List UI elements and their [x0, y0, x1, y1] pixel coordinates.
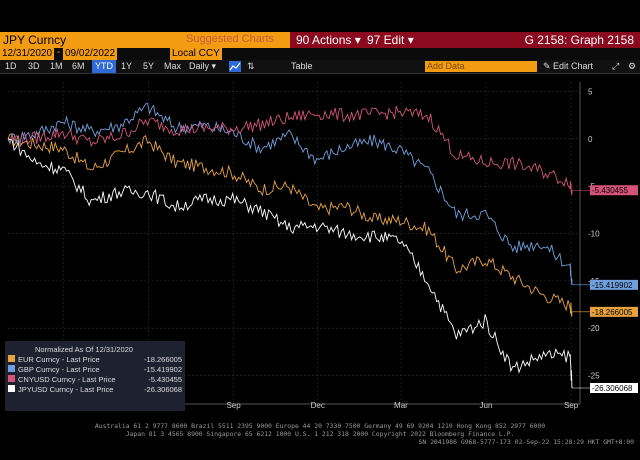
currency-select[interactable]: Local CCY — [170, 48, 222, 60]
y-tick-label: -25 — [588, 372, 600, 381]
y-axis: 50-5-10-15-20-25 — [579, 82, 600, 404]
graph-title: G 2158: Graph 2158 — [524, 33, 634, 47]
last-value-tag — [590, 185, 638, 196]
range-1y-button[interactable]: 1Y — [121, 61, 133, 71]
legend-list: EUR Curncy - Last Price -18.266005 GBP C… — [8, 355, 182, 395]
legend-value: -26.306068 — [144, 385, 182, 394]
legend-title: Normalized As Of 12/31/2020 — [35, 345, 133, 354]
last-value-tags: -18.266005 -15.419902 -5.430455 -26.306068 — [572, 185, 638, 393]
ticker-label: JPY Curncy — [3, 33, 67, 47]
legend-swatch — [8, 355, 15, 362]
legend-value: -15.419902 — [144, 365, 182, 374]
range-ytd-button[interactable]: YTD — [92, 60, 116, 73]
x-tick-label: Dec — [311, 401, 325, 410]
x-tick-label: Sep — [564, 401, 579, 410]
range-3d-button[interactable]: 3D — [28, 61, 40, 71]
series-line — [7, 138, 573, 389]
y-tick-label: 5 — [588, 87, 593, 96]
range-max-button[interactable]: Max — [164, 61, 182, 71]
range-5y-button[interactable]: 5Y — [143, 61, 155, 71]
last-value-label: -18.266005 — [592, 308, 633, 317]
date-separator: - — [57, 47, 61, 58]
series-line — [7, 105, 573, 195]
y-tick-label: -10 — [588, 230, 600, 239]
legend-panel — [5, 341, 185, 411]
legend-swatch — [8, 385, 15, 392]
y-tick-label: -20 — [588, 324, 600, 333]
settings-icon[interactable]: ⚙ — [628, 61, 637, 71]
x-tick-label: Jun — [480, 401, 493, 410]
y-tick-label: 0 — [588, 135, 593, 144]
legend-item-eur[interactable]: EUR Curncy - Last Price -18.266005 — [8, 355, 182, 365]
legend-item-cny[interactable]: CNYUSD Curncy - Last Price -5.430455 — [8, 375, 182, 385]
ticker-field[interactable]: JPY Curncy Suggested Charts — [0, 32, 290, 48]
range-1m-button[interactable]: 1M — [50, 61, 63, 71]
add-data-input[interactable]: Add Data — [425, 61, 537, 72]
x-tick-label: Sep — [226, 401, 241, 410]
series-line — [7, 133, 573, 317]
last-value-tag — [590, 382, 638, 393]
edit-menu-button[interactable]: 97 Edit ▾ — [367, 33, 414, 47]
legend-swatch — [8, 375, 15, 382]
chart-type-icon[interactable]: ⇅ — [247, 61, 255, 71]
legend-value: -18.266005 — [144, 355, 182, 364]
line-chart-icon[interactable] — [229, 60, 241, 73]
actions-menu-button[interactable]: 90 Actions ▾ — [296, 33, 361, 47]
legend-value: -5.430455 — [148, 375, 182, 384]
last-value-tag — [590, 306, 638, 317]
series-line — [7, 102, 573, 285]
suggested-charts-label: Suggested Charts — [186, 33, 275, 45]
legend-label: GBP Curncy - Last Price — [18, 365, 100, 374]
legend-swatch — [8, 365, 15, 372]
date-bar — [0, 48, 640, 60]
last-value-label: -5.430455 — [592, 186, 629, 195]
range-6m-button[interactable]: 6M — [72, 61, 85, 71]
end-date-field[interactable]: 09/02/2022 — [63, 48, 118, 60]
footer-copyright-line: Japan 81 3 4565 8900 Singapore 65 6212 1… — [125, 430, 515, 438]
legend-item-jpy[interactable]: JPYUSD Curncy - Last Price -26.306068 — [8, 385, 182, 395]
edit-chart-button[interactable]: ✎ Edit Chart — [543, 61, 594, 71]
last-value-tag — [590, 279, 638, 290]
legend-label: CNYUSD Curncy - Last Price — [18, 375, 116, 384]
last-value-label: -26.306068 — [592, 384, 633, 393]
x-tick-label: Mar — [394, 401, 408, 410]
legend-item-gbp[interactable]: GBP Curncy - Last Price -15.419902 — [8, 365, 182, 375]
footer-session-line: SN 2041986 G968-5777-173 02-Sep-22 15:28… — [418, 438, 634, 446]
legend-label: JPYUSD Curncy - Last Price — [18, 385, 114, 394]
footer-contacts-line: Australia 61 2 9777 8600 Brazil 5511 239… — [94, 422, 546, 430]
frequency-select[interactable]: Daily ▾ — [189, 61, 217, 71]
range-1d-button[interactable]: 1D — [5, 61, 17, 71]
expand-icon[interactable]: ⤢ — [612, 61, 620, 71]
series-lines — [7, 102, 573, 389]
start-date-field[interactable]: 12/31/2020 — [0, 48, 55, 60]
last-value-label: -15.419902 — [592, 281, 633, 290]
legend-label: EUR Curncy - Last Price — [18, 355, 100, 364]
table-button[interactable]: Table — [291, 61, 313, 71]
